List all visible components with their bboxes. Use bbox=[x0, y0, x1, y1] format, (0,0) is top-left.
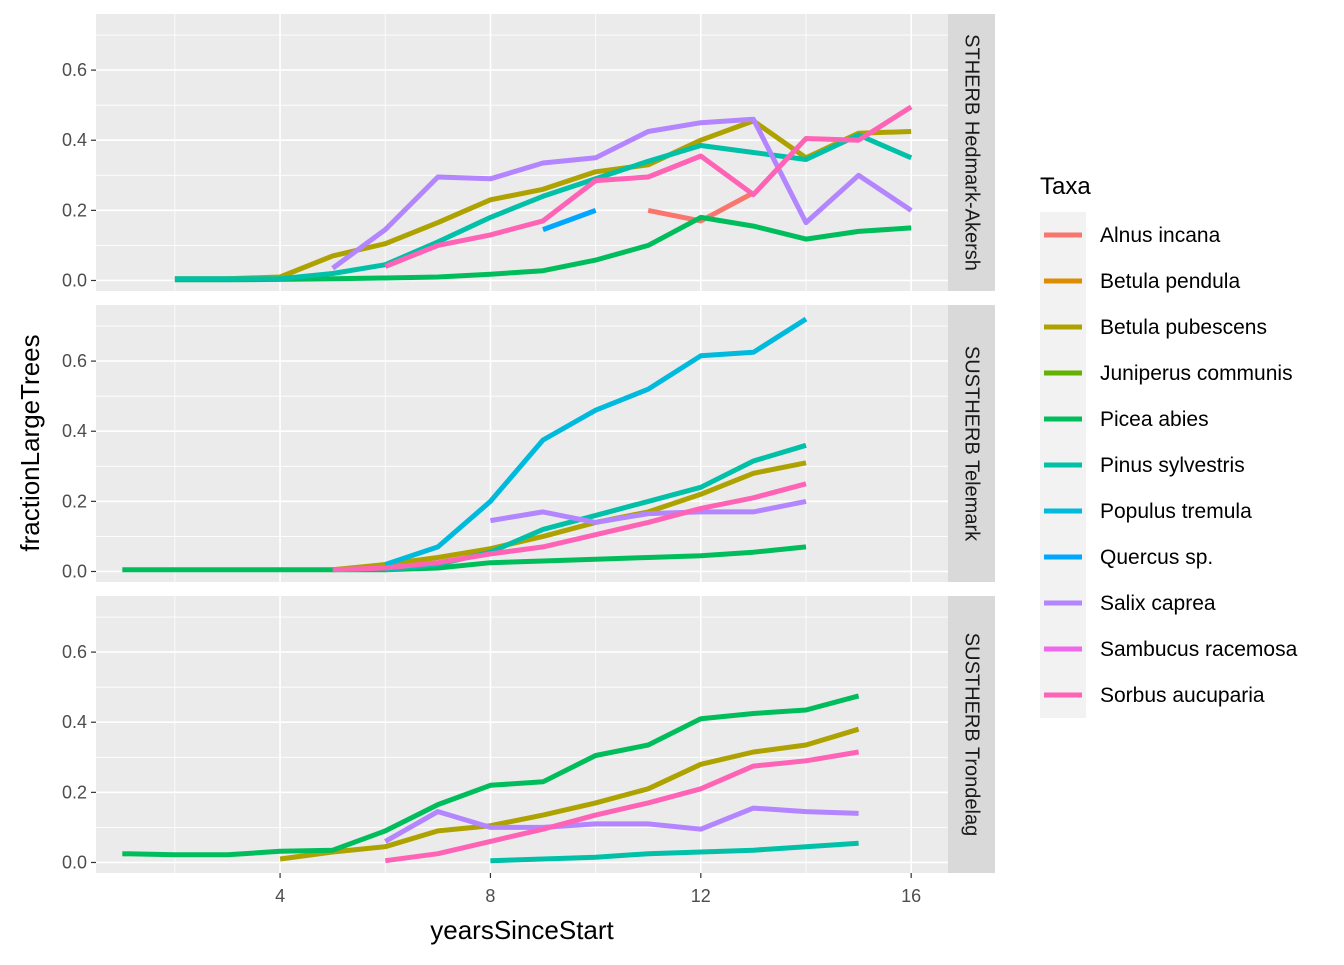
series-line-quercus-sp bbox=[542, 208, 597, 232]
series-lines bbox=[122, 316, 808, 573]
facet-panel-3: 0.0 0.2 0.4 0.6 SUSTHERB Trondelag 4 8 12 16 bbox=[62, 596, 995, 906]
facet-strip-label: SUSTHERB Trondelag bbox=[961, 633, 983, 836]
x-tick-label: 12 bbox=[691, 886, 711, 906]
y-tick-label: 0.6 bbox=[62, 351, 87, 371]
legend-item: Pinus sylvestris bbox=[1044, 454, 1245, 477]
legend-label: Quercus sp. bbox=[1100, 546, 1213, 569]
y-tick-label: 0.6 bbox=[62, 642, 87, 662]
x-axis-title: yearsSinceStart bbox=[430, 915, 614, 945]
y-axis-title: fractionLargeTrees bbox=[15, 334, 45, 551]
legend-label: Betula pendula bbox=[1100, 270, 1240, 293]
facet-strip-background bbox=[948, 14, 995, 291]
panel-background bbox=[96, 596, 948, 873]
x-tick-label: 16 bbox=[901, 886, 921, 906]
y-tick-label: 0.6 bbox=[62, 60, 87, 80]
legend-label: Pinus sylvestris bbox=[1100, 454, 1245, 477]
legend-item: Quercus sp. bbox=[1044, 546, 1213, 569]
series-line-betula-pubescens bbox=[332, 460, 807, 573]
series-line-betula-pubescens bbox=[174, 118, 912, 282]
series-line-salix-caprea bbox=[331, 116, 913, 271]
y-tick-label: 0.0 bbox=[62, 561, 87, 581]
legend-label: Populus tremula bbox=[1100, 500, 1252, 523]
series-line-picea-abies bbox=[122, 544, 807, 573]
facet-panel-2: 0.0 0.2 0.4 0.6 SUSTHERB Telemark bbox=[62, 305, 995, 582]
series-line-salix-caprea bbox=[384, 805, 859, 844]
legend-item: Betula pubescens bbox=[1044, 316, 1267, 339]
series-line-betula-pubescens bbox=[279, 726, 860, 862]
x-tick-label: 8 bbox=[485, 886, 495, 906]
series-line-pinus-sylvestris bbox=[490, 840, 859, 864]
series-line-sorbus-aucuparia bbox=[332, 481, 807, 573]
y-tick-label: 0.4 bbox=[62, 421, 87, 441]
y-tick-label: 0.4 bbox=[62, 712, 87, 732]
y-tick-label: 0.2 bbox=[62, 491, 87, 511]
facet-strip-background bbox=[948, 305, 995, 582]
y-tick-label: 0.2 bbox=[62, 782, 87, 802]
legend-label: Sambucus racemosa bbox=[1100, 638, 1298, 661]
series-line-sorbus-aucuparia bbox=[384, 749, 860, 864]
y-tick-label: 0.2 bbox=[62, 200, 87, 220]
facet-strip-background bbox=[948, 596, 995, 873]
series-lines bbox=[174, 104, 913, 283]
legend-title: Taxa bbox=[1040, 173, 1091, 200]
y-tick-label: 0.4 bbox=[62, 130, 87, 150]
series-line-salix-caprea bbox=[489, 498, 807, 525]
legend-label: Juniperus communis bbox=[1100, 362, 1293, 385]
legend-item: Sambucus racemosa bbox=[1044, 638, 1298, 661]
legend-label: Betula pubescens bbox=[1100, 316, 1267, 339]
series-line-sorbus-aucuparia bbox=[384, 104, 913, 269]
facet-strip: SUSTHERB Telemark bbox=[948, 305, 995, 582]
series-line-populus-tremula bbox=[384, 316, 808, 567]
legend-item: Picea abies bbox=[1044, 408, 1209, 431]
legend: Taxa Alnus incana Betula pendula Betula pu… bbox=[1040, 173, 1298, 718]
legend-label: Sorbus aucuparia bbox=[1100, 684, 1265, 707]
facet-strip: SUSTHERB Trondelag bbox=[948, 596, 995, 873]
y-tick-label: 0.0 bbox=[62, 270, 87, 290]
legend-item: Sorbus aucuparia bbox=[1044, 684, 1265, 707]
x-tick-label: 4 bbox=[275, 886, 285, 906]
legend-label: Picea abies bbox=[1100, 408, 1209, 431]
panels-layer: 0.00.20.40.6 STHERB Hedmark-Akersh0.00.20… bbox=[62, 14, 995, 906]
series-line-alnus-incana bbox=[647, 190, 755, 224]
series-lines bbox=[122, 693, 860, 864]
legend-item: Populus tremula bbox=[1044, 500, 1252, 523]
facet-strip-label: SUSTHERB Telemark bbox=[961, 346, 983, 542]
facet-strip-label: STHERB Hedmark-Akersh bbox=[961, 34, 983, 271]
legend-label: Salix caprea bbox=[1100, 592, 1216, 615]
facet-strip: STHERB Hedmark-Akersh bbox=[948, 14, 995, 291]
legend-item: Alnus incana bbox=[1044, 224, 1221, 247]
legend-item: Juniperus communis bbox=[1044, 362, 1293, 385]
legend-item: Betula pendula bbox=[1044, 270, 1240, 293]
facet-panel-1: 0.0 0.2 0.4 0.6 STHERB Hedmark-Akersh bbox=[62, 14, 995, 291]
legend-item: Salix caprea bbox=[1044, 592, 1216, 615]
series-line-picea-abies bbox=[122, 693, 860, 858]
y-tick-label: 0.0 bbox=[62, 852, 87, 872]
legend-label: Alnus incana bbox=[1100, 224, 1221, 247]
